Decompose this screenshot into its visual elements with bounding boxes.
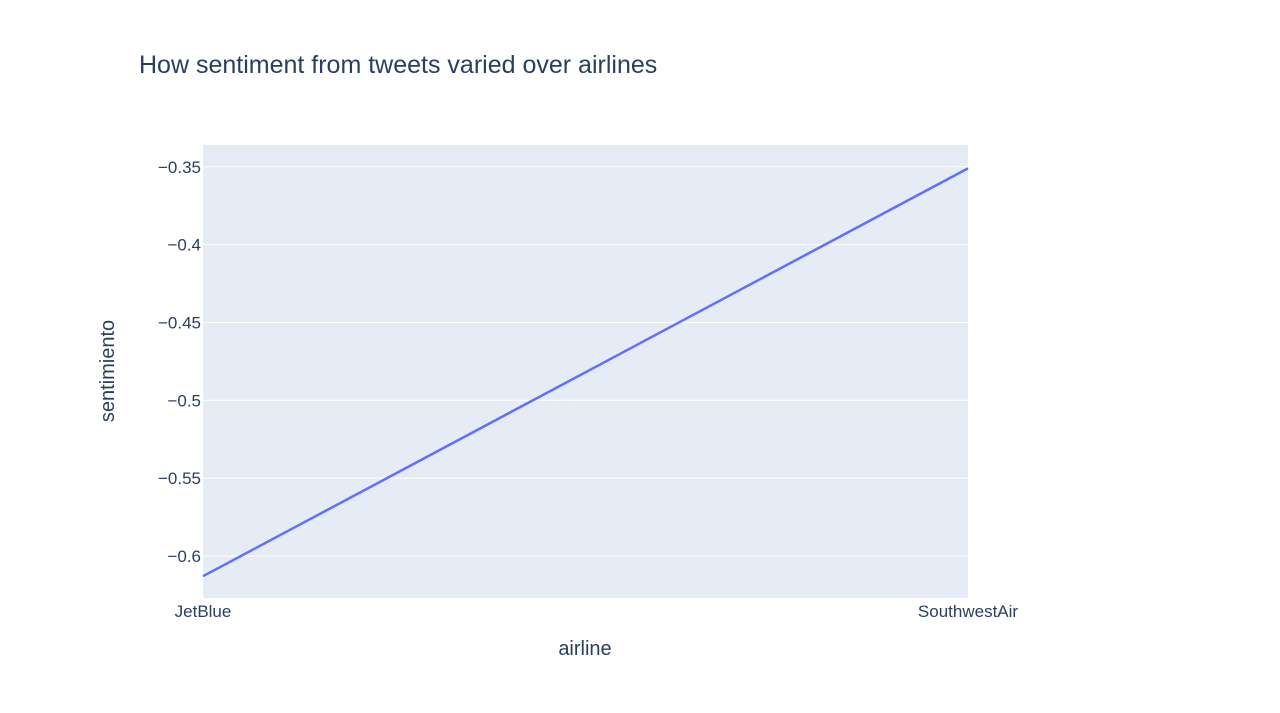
series-line: [202, 167, 969, 578]
gridlines: [203, 166, 968, 557]
x-axis-ticks: JetBlue SouthwestAir: [175, 602, 1019, 621]
y-tick-label: −0.6: [167, 547, 201, 566]
y-tick-label: −0.4: [167, 236, 201, 255]
y-tick-label: −0.35: [158, 158, 201, 177]
x-tick-label: JetBlue: [175, 602, 232, 621]
y-axis-ticks: −0.35 −0.4 −0.45 −0.5 −0.55 −0.6: [158, 158, 201, 566]
x-tick-label: SouthwestAir: [918, 602, 1018, 621]
y-tick-label: −0.5: [167, 391, 201, 410]
y-tick-label: −0.45: [158, 313, 201, 332]
y-tick-label: −0.55: [158, 469, 201, 488]
y-axis-title: sentimiento: [97, 320, 119, 422]
chart-title: How sentiment from tweets varied over ai…: [139, 51, 657, 79]
series-lines: [202, 167, 969, 578]
x-axis-title: airline: [558, 638, 611, 660]
